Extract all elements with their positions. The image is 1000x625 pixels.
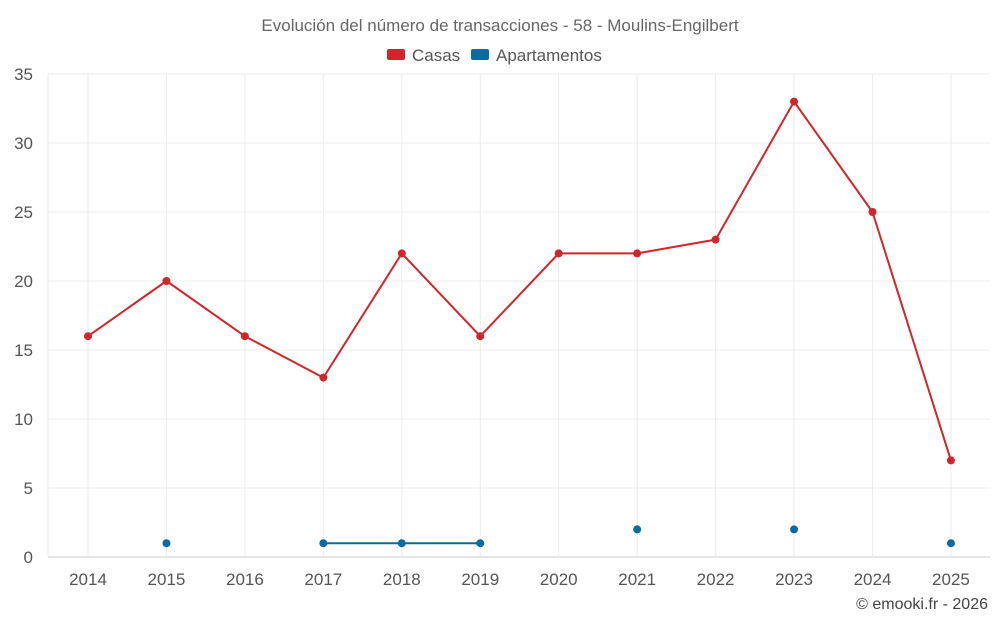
- data-point-apartamentos[interactable]: [633, 525, 642, 534]
- data-point-apartamentos[interactable]: [790, 525, 799, 534]
- data-point-casas[interactable]: [554, 249, 563, 258]
- y-tick-label: 5: [24, 479, 33, 498]
- legend-label-apartamentos: Apartamentos: [496, 46, 602, 65]
- legend-item-apartamentos[interactable]: Apartamentos: [471, 46, 602, 65]
- x-tick-label: 2025: [932, 570, 970, 589]
- y-tick-label: 0: [24, 548, 33, 567]
- data-point-apartamentos[interactable]: [319, 539, 328, 548]
- series: [84, 97, 955, 548]
- chart-title: Evolución del número de transacciones - …: [261, 16, 738, 35]
- grid: [47, 73, 990, 558]
- y-tick-label: 35: [14, 65, 33, 84]
- data-point-apartamentos[interactable]: [397, 539, 406, 548]
- data-point-apartamentos[interactable]: [162, 539, 171, 548]
- x-tick-label: 2014: [69, 570, 107, 589]
- data-point-apartamentos[interactable]: [946, 539, 955, 548]
- legend-item-casas[interactable]: Casas: [387, 46, 460, 65]
- legend: Casas Apartamentos: [387, 46, 602, 65]
- data-point-casas[interactable]: [84, 332, 92, 341]
- series-line-casas: [87, 100, 952, 461]
- y-tick-label: 30: [14, 134, 33, 153]
- x-tick-label: 2022: [697, 570, 735, 589]
- data-point-casas[interactable]: [790, 97, 799, 106]
- data-point-casas[interactable]: [240, 332, 249, 341]
- data-point-casas[interactable]: [868, 208, 877, 216]
- data-point-casas[interactable]: [711, 235, 720, 244]
- data-point-casas[interactable]: [476, 332, 485, 341]
- y-tick-label: 15: [14, 341, 33, 360]
- data-point-casas[interactable]: [397, 249, 406, 258]
- x-tick-label: 2020: [540, 570, 578, 589]
- x-tick-label: 2016: [226, 570, 264, 589]
- x-tick-label: 2021: [618, 570, 656, 589]
- y-axis-ticks: 0 5 10 15 20 25 30 35: [14, 65, 33, 567]
- x-tick-label: 2015: [148, 570, 186, 589]
- legend-swatch-casas: [387, 49, 405, 60]
- x-tick-label: 2018: [383, 570, 421, 589]
- data-point-casas[interactable]: [633, 249, 642, 258]
- x-tick-label: 2024: [854, 570, 892, 589]
- x-axis-ticks: 2014 2015 2016 2017 2018 2019 2020 2021 2022 2023…: [69, 570, 970, 589]
- x-tick-label: 2019: [461, 570, 499, 589]
- y-tick-label: 25: [14, 203, 33, 222]
- data-point-casas[interactable]: [162, 277, 171, 285]
- legend-swatch-apartamentos: [471, 49, 489, 60]
- data-point-apartamentos[interactable]: [476, 539, 485, 548]
- series-casas: [84, 97, 955, 465]
- y-tick-label: 10: [14, 410, 33, 429]
- data-point-casas[interactable]: [946, 456, 955, 465]
- credit-text: © emooki.fr - 2026: [856, 596, 988, 613]
- series-apartamentos: [162, 525, 955, 548]
- y-tick-label: 20: [14, 272, 33, 291]
- x-tick-label: 2017: [304, 570, 342, 589]
- x-tick-label: 2023: [775, 570, 813, 589]
- legend-label-casas: Casas: [412, 46, 460, 65]
- data-point-casas[interactable]: [319, 373, 328, 382]
